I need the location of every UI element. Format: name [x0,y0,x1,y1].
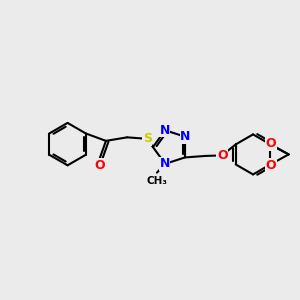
Text: O: O [266,137,276,150]
Text: O: O [266,158,276,172]
Text: O: O [217,149,228,162]
Text: N: N [159,124,170,137]
Text: N: N [180,130,191,143]
Text: N: N [159,158,170,170]
Text: S: S [143,132,152,145]
Text: CH₃: CH₃ [146,176,167,186]
Text: O: O [94,158,105,172]
